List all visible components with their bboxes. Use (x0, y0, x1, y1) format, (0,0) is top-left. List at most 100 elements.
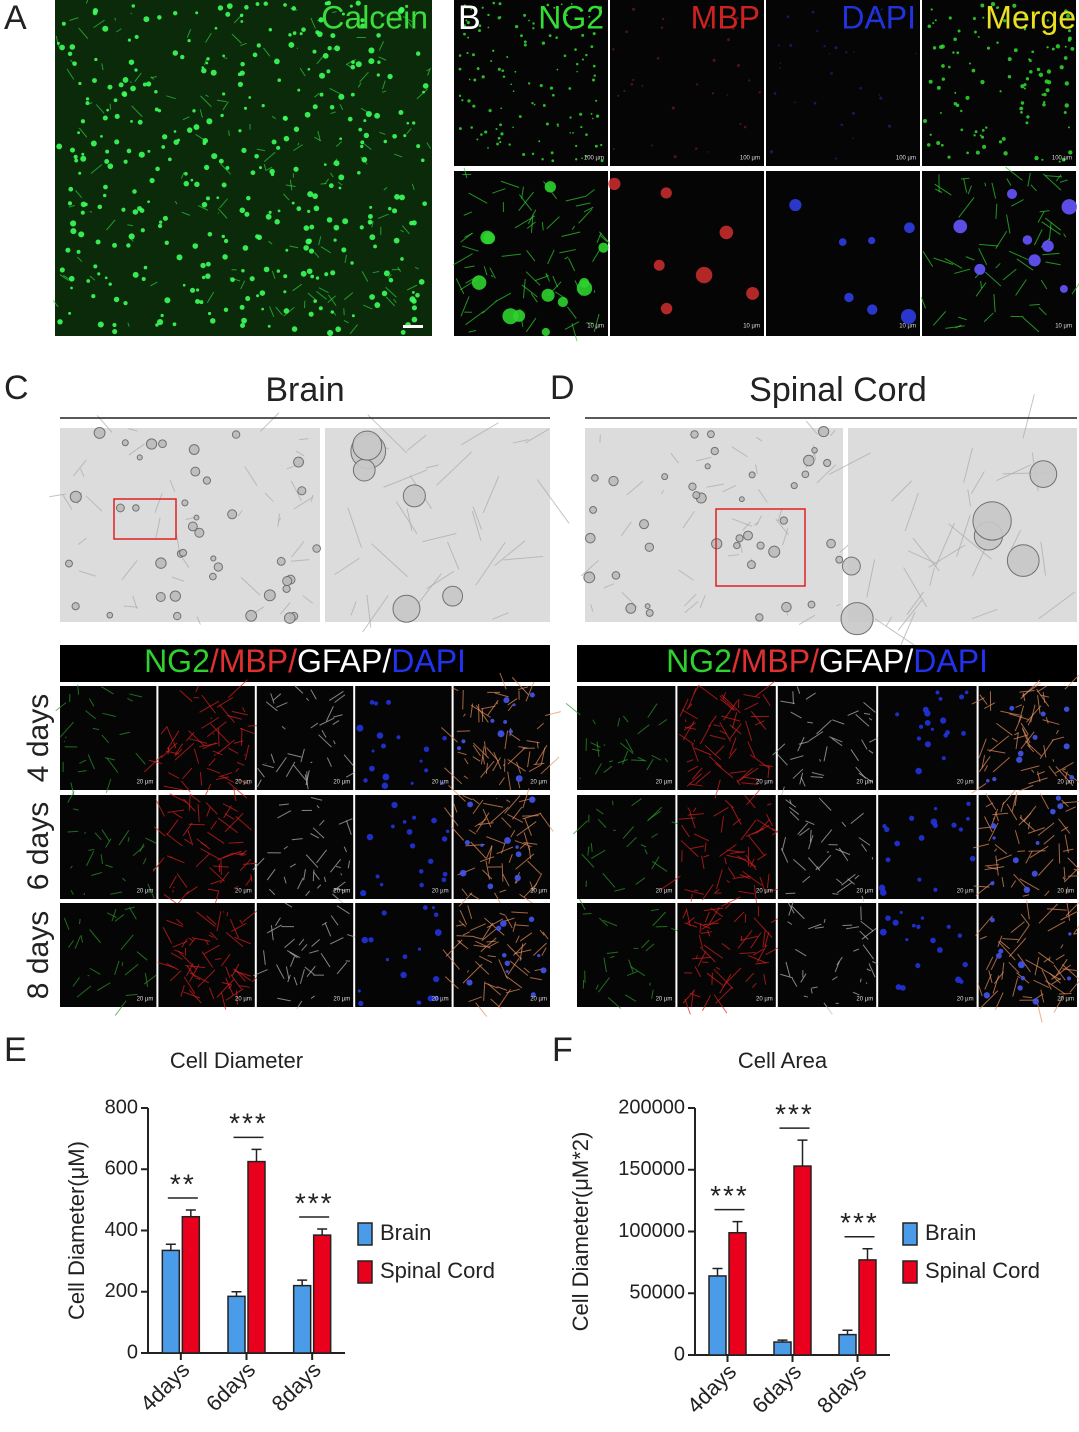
micrograph (454, 0, 608, 166)
cell (878, 94, 881, 96)
cell (382, 773, 390, 781)
process (221, 982, 233, 986)
cell (545, 122, 549, 126)
cell (145, 438, 158, 450)
process (475, 812, 490, 833)
process (523, 832, 530, 851)
cell (885, 915, 891, 921)
scale-label: 20 µm (957, 780, 974, 786)
cell (924, 710, 931, 717)
cell (176, 254, 183, 261)
process (406, 284, 418, 291)
process (144, 754, 163, 773)
process (1029, 845, 1049, 859)
cell (996, 41, 999, 45)
scale-label: 20 µm (1057, 997, 1074, 1003)
cell (1026, 115, 1030, 119)
process (686, 759, 694, 763)
process (686, 916, 695, 925)
cell (376, 732, 384, 739)
process (173, 886, 175, 889)
process (225, 931, 244, 948)
process (89, 101, 93, 105)
process (868, 717, 873, 721)
scale-label: 20 µm (756, 780, 773, 786)
process (1022, 394, 1035, 439)
process (285, 184, 296, 188)
process (125, 993, 138, 996)
process (216, 739, 235, 755)
process (509, 960, 529, 976)
process (703, 854, 710, 858)
cell (1043, 101, 1046, 104)
cell (56, 41, 60, 45)
cell (269, 168, 275, 175)
process (1019, 816, 1036, 831)
process (1027, 827, 1045, 834)
cell (841, 556, 861, 576)
process (755, 515, 762, 526)
cell (70, 286, 73, 290)
process (524, 817, 532, 836)
cell (972, 16, 976, 21)
cell (512, 126, 514, 129)
cell (971, 68, 976, 73)
cell (192, 109, 196, 113)
process (903, 567, 928, 608)
process (690, 893, 693, 902)
process (1034, 957, 1040, 976)
process (724, 902, 732, 910)
cell (468, 78, 471, 81)
process (128, 428, 138, 432)
process (285, 966, 290, 980)
cell (929, 133, 932, 136)
process (1001, 962, 1005, 980)
process (289, 951, 298, 959)
process (105, 778, 112, 793)
y-tick-label: 600 (105, 1158, 138, 1180)
process (637, 756, 647, 762)
image-background (55, 0, 432, 336)
cell (376, 73, 380, 77)
process (378, 41, 384, 51)
cell (948, 16, 952, 20)
process (230, 974, 242, 990)
process (644, 849, 648, 855)
process (515, 880, 518, 884)
process (1006, 214, 1011, 234)
process (100, 854, 104, 865)
cell (132, 271, 139, 278)
process (863, 712, 871, 715)
process (845, 926, 860, 930)
cell (503, 697, 510, 704)
process (385, 296, 396, 307)
cell (1050, 808, 1056, 815)
cell (293, 126, 300, 132)
cell (936, 85, 941, 90)
cell (641, 84, 644, 87)
cell (254, 153, 259, 159)
scale-label: 20 µm (856, 889, 873, 895)
cell (324, 1, 329, 6)
cell (59, 267, 65, 273)
cell (962, 961, 968, 968)
process (759, 876, 767, 894)
cell (338, 174, 345, 181)
significance-label: ** (170, 1168, 196, 1199)
cell (1003, 151, 1008, 156)
cell (960, 128, 964, 132)
cell (828, 52, 831, 55)
cell (419, 882, 424, 888)
cell (563, 54, 567, 58)
process (293, 976, 298, 986)
process (1019, 878, 1040, 891)
micrographs (49, 0, 1079, 1023)
cell (70, 228, 77, 235)
cell (932, 22, 935, 25)
process (805, 420, 818, 435)
process (320, 182, 327, 185)
cell (972, 501, 1012, 541)
process (291, 541, 305, 558)
cell (230, 277, 235, 283)
process (316, 849, 327, 864)
